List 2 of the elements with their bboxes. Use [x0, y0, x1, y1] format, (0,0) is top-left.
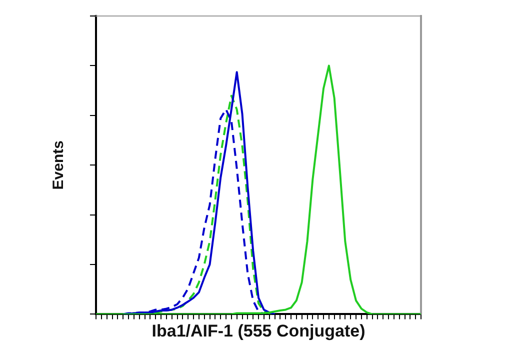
y-axis-title: Events	[50, 140, 68, 190]
x-axis-title: Iba1/AIF-1 (555 Conjugate)	[152, 321, 366, 340]
